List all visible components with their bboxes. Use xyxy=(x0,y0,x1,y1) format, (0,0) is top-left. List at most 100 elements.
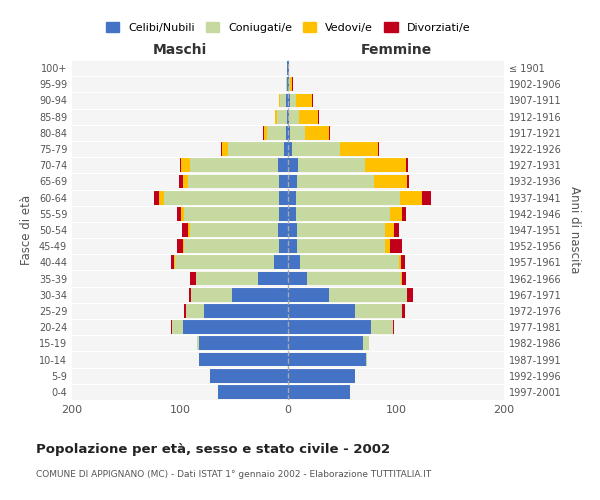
Bar xyxy=(227,142,284,156)
Bar xyxy=(288,158,298,172)
Bar xyxy=(307,272,401,285)
Text: COMUNE DI APPIGNANO (MC) - Dati ISTAT 1° gennaio 2002 - Elaborazione TUTTITALIA.: COMUNE DI APPIGNANO (MC) - Dati ISTAT 1°… xyxy=(36,470,431,479)
Bar xyxy=(286,126,288,140)
Bar xyxy=(287,110,288,124)
Bar xyxy=(288,369,355,382)
Bar xyxy=(288,352,366,366)
Bar xyxy=(183,240,184,253)
Bar xyxy=(164,190,280,204)
Bar xyxy=(288,240,296,253)
Bar xyxy=(389,207,403,220)
Bar xyxy=(296,174,374,188)
Bar xyxy=(288,385,350,399)
Bar xyxy=(422,190,431,204)
Bar xyxy=(284,142,288,156)
Bar xyxy=(275,110,277,124)
Bar xyxy=(288,336,362,350)
Bar xyxy=(277,110,287,124)
Bar xyxy=(172,320,183,334)
Bar xyxy=(292,142,340,156)
Text: Popolazione per età, sesso e stato civile - 2002: Popolazione per età, sesso e stato civil… xyxy=(36,442,390,456)
Bar xyxy=(389,240,403,253)
Bar xyxy=(288,256,300,270)
Bar xyxy=(403,207,406,220)
Bar xyxy=(290,94,296,108)
Bar xyxy=(188,288,191,302)
Bar xyxy=(399,256,401,270)
Bar xyxy=(290,78,292,91)
Bar xyxy=(199,336,288,350)
Bar xyxy=(355,304,403,318)
Bar xyxy=(312,94,313,108)
Text: Maschi: Maschi xyxy=(153,43,207,57)
Bar xyxy=(278,158,288,172)
Bar xyxy=(340,142,377,156)
Legend: Celibi/Nubili, Coniugati/e, Vedovi/e, Divorziati/e: Celibi/Nubili, Coniugati/e, Vedovi/e, Di… xyxy=(101,18,475,38)
Bar xyxy=(288,190,296,204)
Bar xyxy=(288,78,289,91)
Y-axis label: Anni di nascita: Anni di nascita xyxy=(568,186,581,274)
Bar xyxy=(288,320,371,334)
Bar xyxy=(184,304,187,318)
Bar xyxy=(181,207,184,220)
Bar xyxy=(318,110,319,124)
Bar xyxy=(173,256,175,270)
Bar xyxy=(280,240,288,253)
Bar xyxy=(329,126,330,140)
Bar xyxy=(278,223,288,237)
Bar xyxy=(393,320,394,334)
Bar xyxy=(280,174,288,188)
Bar xyxy=(401,256,404,270)
Bar xyxy=(288,174,296,188)
Bar xyxy=(290,126,305,140)
Bar xyxy=(268,126,286,140)
Bar xyxy=(154,190,160,204)
Bar xyxy=(181,158,190,172)
Bar xyxy=(407,174,409,188)
Bar xyxy=(374,174,407,188)
Bar xyxy=(288,272,307,285)
Bar xyxy=(263,126,264,140)
Text: Femmine: Femmine xyxy=(361,43,431,57)
Bar xyxy=(299,110,318,124)
Bar xyxy=(298,158,365,172)
Bar xyxy=(184,240,280,253)
Bar xyxy=(210,369,288,382)
Bar xyxy=(187,304,204,318)
Bar xyxy=(288,304,355,318)
Bar xyxy=(196,272,258,285)
Bar xyxy=(296,190,400,204)
Bar xyxy=(377,142,379,156)
Bar xyxy=(296,207,389,220)
Bar xyxy=(400,190,422,204)
Bar xyxy=(190,158,278,172)
Bar xyxy=(160,190,164,204)
Bar xyxy=(362,336,369,350)
Bar xyxy=(288,207,296,220)
Bar xyxy=(179,174,183,188)
Bar xyxy=(190,272,196,285)
Bar xyxy=(177,240,183,253)
Bar xyxy=(407,288,413,302)
Bar xyxy=(371,320,393,334)
Bar xyxy=(175,256,274,270)
Bar xyxy=(183,320,288,334)
Bar xyxy=(300,256,399,270)
Bar xyxy=(288,126,290,140)
Bar xyxy=(232,288,288,302)
Bar xyxy=(180,158,181,172)
Bar xyxy=(286,78,287,91)
Bar xyxy=(182,223,188,237)
Bar xyxy=(289,110,299,124)
Bar xyxy=(258,272,288,285)
Bar xyxy=(280,94,286,108)
Bar xyxy=(385,240,389,253)
Bar xyxy=(222,142,227,156)
Bar xyxy=(288,223,296,237)
Bar xyxy=(172,256,173,270)
Bar xyxy=(280,190,288,204)
Bar xyxy=(365,158,406,172)
Bar xyxy=(296,240,385,253)
Y-axis label: Fasce di età: Fasce di età xyxy=(20,195,33,265)
Bar xyxy=(305,126,329,140)
